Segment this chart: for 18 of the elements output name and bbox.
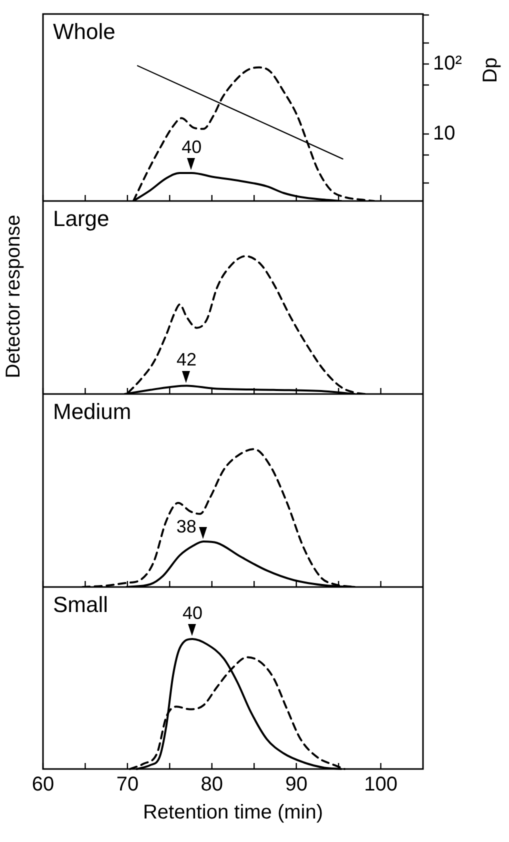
x-tick-label: 60 (32, 774, 54, 796)
y-axis-title: Dp (480, 57, 502, 83)
x-tick-label: 70 (116, 774, 139, 796)
annotation: 38 (176, 516, 196, 536)
annotation: 42 (176, 350, 197, 370)
x-tick-label: 90 (285, 774, 308, 796)
chart-title: Small (53, 592, 108, 618)
annotation: 40 (182, 136, 202, 157)
chart-title: Large (53, 206, 110, 232)
chart-title: Medium (53, 399, 132, 424)
x-axis-title: Retention time (min) (142, 802, 324, 824)
chart-title: Whole (53, 19, 116, 44)
x-tick-label: 100 (364, 774, 398, 796)
x-tick-label: 80 (200, 774, 224, 796)
y-tick-label: 10 (433, 122, 456, 144)
annotation: 40 (182, 602, 202, 623)
y-axis-title: Detector response (2, 214, 26, 380)
y-tick-label: 10² (433, 52, 462, 75)
